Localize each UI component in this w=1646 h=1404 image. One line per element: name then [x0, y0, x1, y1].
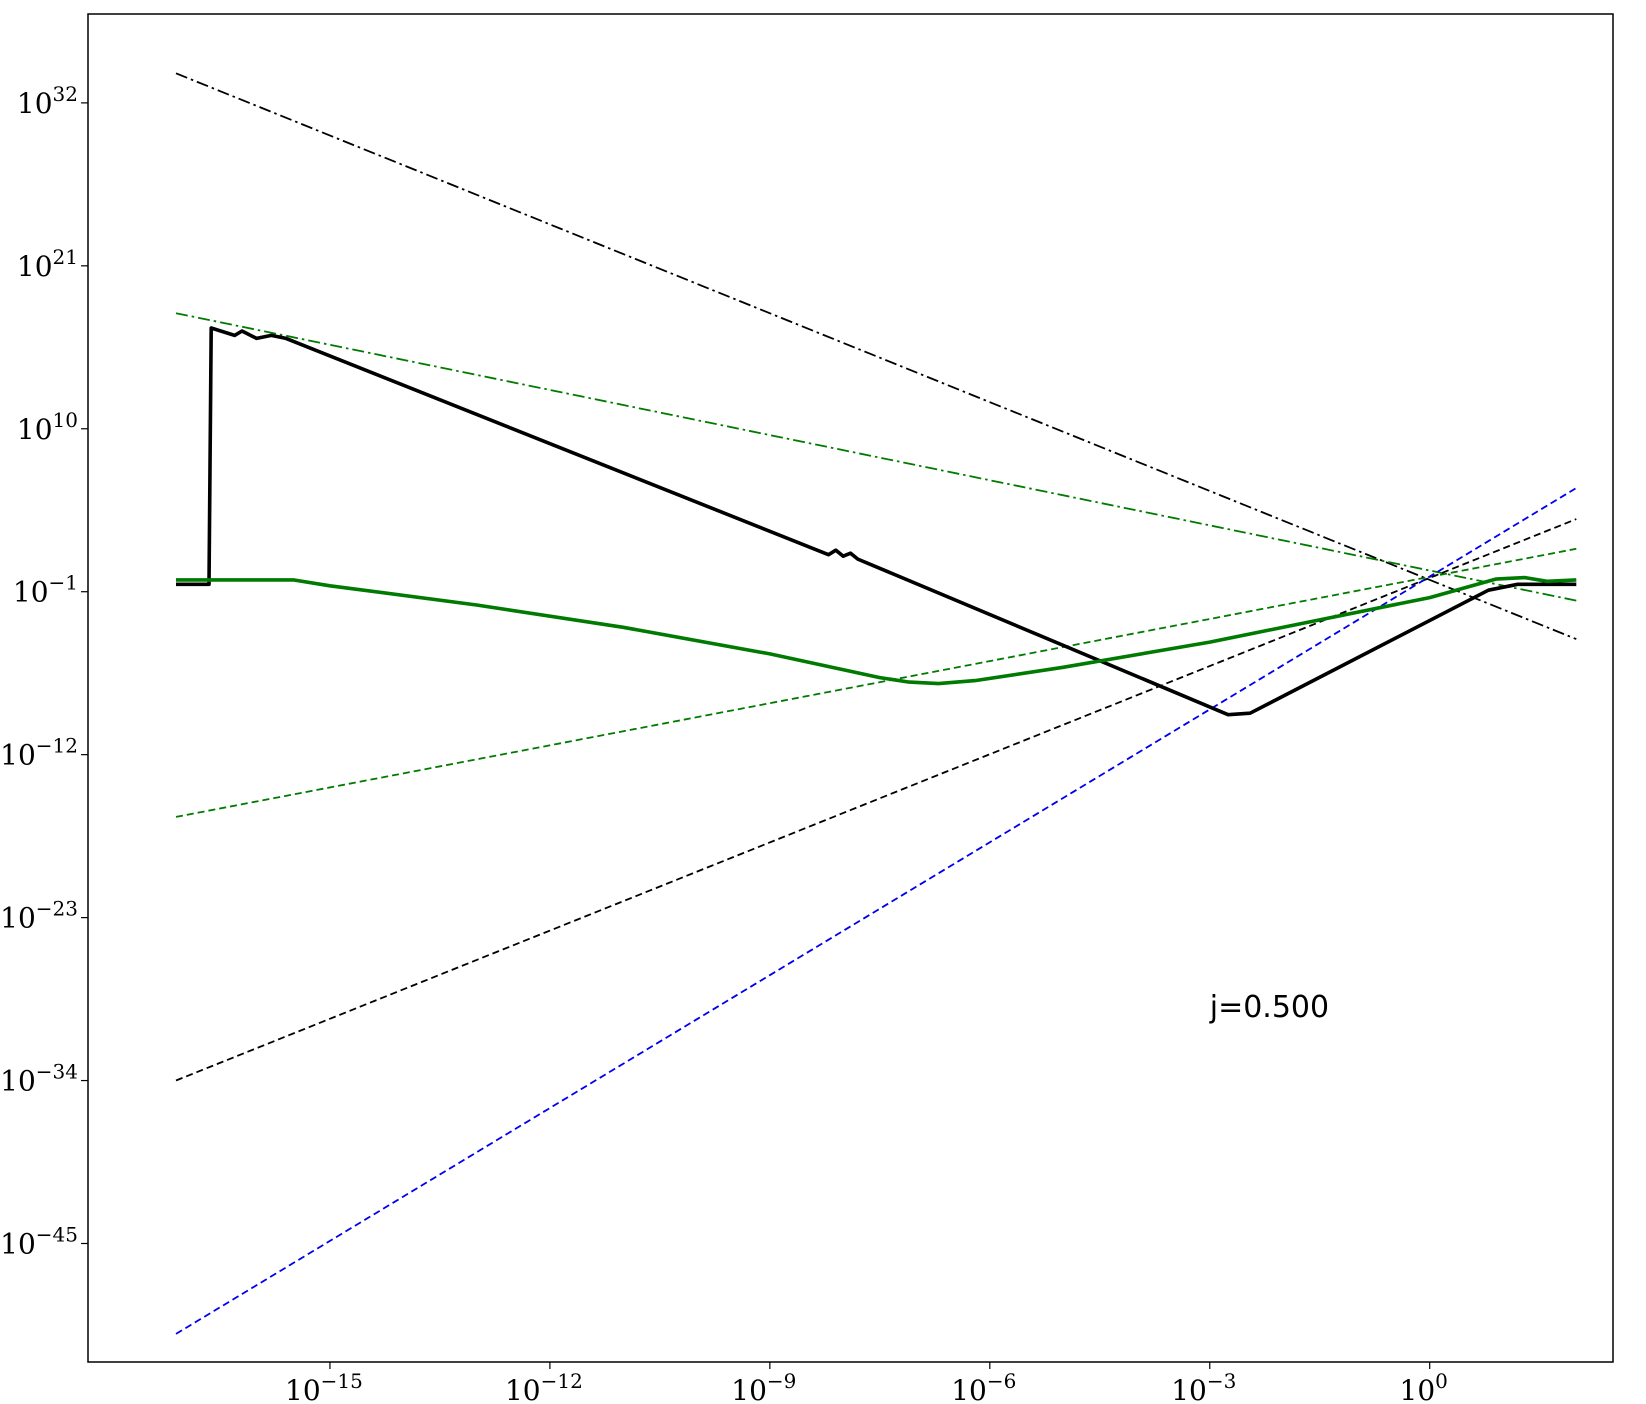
x-axis-ticks: 10−15 10−12 10−9 10−6 10−3 100 [285, 1362, 1448, 1404]
series-line-3 [175, 312, 1577, 602]
y-axis-ticks: 1032 1021 1010 10−1 10−12 10−23 10−34 10−45 [0, 82, 88, 1260]
series-line-6 [175, 487, 1577, 1335]
y-tick-label: 10−12 [0, 734, 78, 772]
series-line-2 [175, 72, 1577, 640]
x-tick-label: 10−6 [951, 1369, 1016, 1404]
series-line-5 [175, 518, 1577, 1082]
annotation-layer: j=0.500 [1209, 990, 1329, 1025]
x-tick-label: 100 [1400, 1369, 1448, 1404]
series-line-1 [176, 575, 1577, 686]
x-tick-label: 10−12 [505, 1369, 583, 1404]
y-tick-label: 10−34 [0, 1060, 78, 1098]
y-tick-label: 1021 [17, 245, 78, 283]
series-line-0 [176, 326, 1577, 717]
annotation-text: j=0.500 [1209, 990, 1329, 1025]
y-tick-label: 1010 [17, 408, 78, 446]
x-tick-label: 10−3 [1171, 1369, 1236, 1404]
plot-frame [87, 13, 1614, 1363]
x-tick-label: 10−9 [731, 1369, 796, 1404]
series-line-4 [175, 547, 1577, 818]
y-tick-label: 10−1 [13, 571, 78, 609]
y-tick-label: 10−45 [0, 1222, 78, 1260]
series-layer [175, 72, 1577, 1335]
x-tick-label: 10−15 [285, 1369, 363, 1404]
y-tick-label: 10−23 [0, 897, 78, 935]
y-tick-label: 1032 [17, 82, 78, 120]
